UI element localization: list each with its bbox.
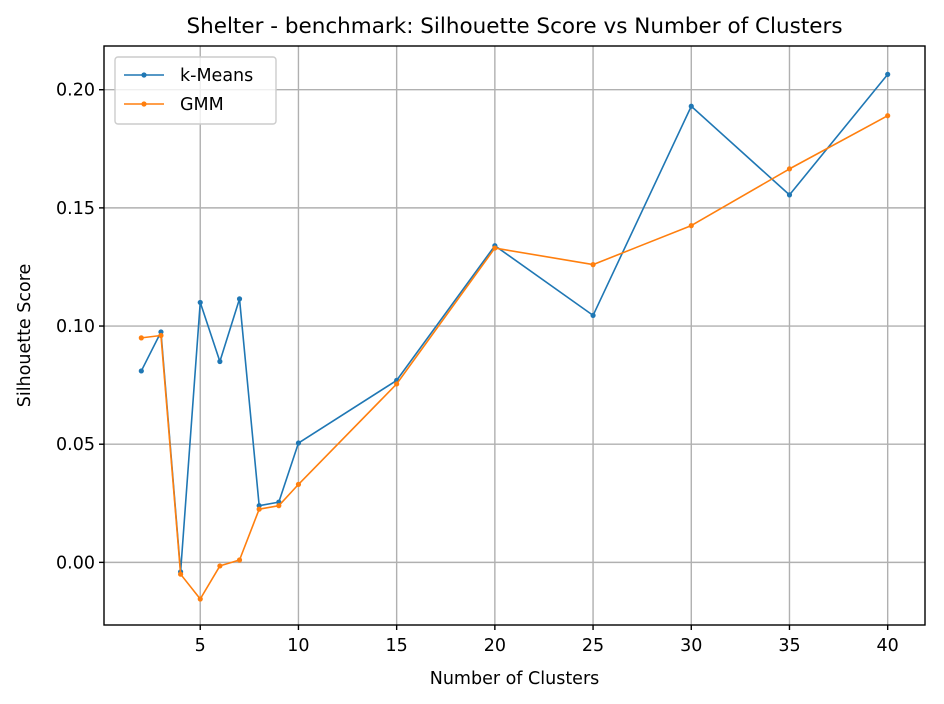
- data-point: [276, 503, 282, 509]
- y-tick-label: 0.00: [56, 553, 95, 573]
- data-point: [786, 166, 793, 172]
- data-point: [217, 358, 223, 365]
- data-point: [138, 368, 144, 374]
- chart-title: Shelter - benchmark: Silhouette Score vs…: [186, 14, 842, 39]
- x-tick-label: 20: [484, 636, 506, 656]
- y-tick-label: 0.05: [56, 435, 95, 455]
- data-point: [217, 563, 223, 569]
- data-point: [158, 332, 164, 339]
- data-point: [590, 312, 596, 319]
- y-tick-label: 0.20: [56, 81, 95, 101]
- data-point: [394, 381, 400, 387]
- data-point: [786, 192, 793, 198]
- series-gmm: [138, 113, 891, 602]
- x-tick-label: 5: [195, 636, 206, 656]
- plot-frame: [103, 45, 926, 626]
- data-point: [688, 223, 694, 229]
- series-layer: [138, 71, 891, 602]
- data-point: [178, 571, 184, 577]
- data-point: [492, 245, 498, 251]
- data-point: [236, 557, 243, 563]
- legend-entries: k-Means GMM: [124, 66, 253, 115]
- data-point: [885, 113, 891, 119]
- legend-marker: [141, 72, 147, 78]
- legend-label: GMM: [180, 95, 224, 115]
- data-point: [295, 481, 302, 487]
- legend-entry: k-Means: [124, 66, 253, 86]
- legend-entry: GMM: [124, 95, 224, 115]
- x-tick-label: 10: [287, 636, 309, 656]
- data-point: [295, 440, 302, 446]
- grid: [104, 46, 925, 625]
- x-tick-label: 30: [680, 636, 702, 656]
- data-point: [256, 506, 262, 512]
- x-axis-label: Number of Clusters: [430, 669, 600, 689]
- x-tick-label: 35: [778, 636, 800, 656]
- data-point: [236, 296, 243, 302]
- data-point: [197, 299, 203, 306]
- y-tick-label: 0.15: [56, 199, 95, 219]
- legend-box: [114, 56, 277, 125]
- legend-label: k-Means: [180, 66, 253, 86]
- series-k-means: [138, 71, 891, 575]
- ticks: 5 10 15 20 25 30 35 40 0.00 0.05 0.10 0.15 0.20: [56, 81, 899, 656]
- data-point: [590, 262, 596, 268]
- x-tick-label: 25: [582, 636, 604, 656]
- legend: k-Means GMM: [114, 56, 277, 125]
- data-point: [885, 71, 891, 77]
- plot-area: [104, 46, 925, 625]
- data-point: [138, 335, 144, 341]
- y-axis-label: Silhouette Score: [15, 264, 35, 408]
- legend-marker: [141, 101, 147, 107]
- x-tick-label: 15: [386, 636, 408, 656]
- x-tick-label: 40: [877, 636, 899, 656]
- y-tick-label: 0.10: [56, 317, 95, 337]
- data-point: [688, 103, 694, 109]
- data-point: [197, 596, 203, 602]
